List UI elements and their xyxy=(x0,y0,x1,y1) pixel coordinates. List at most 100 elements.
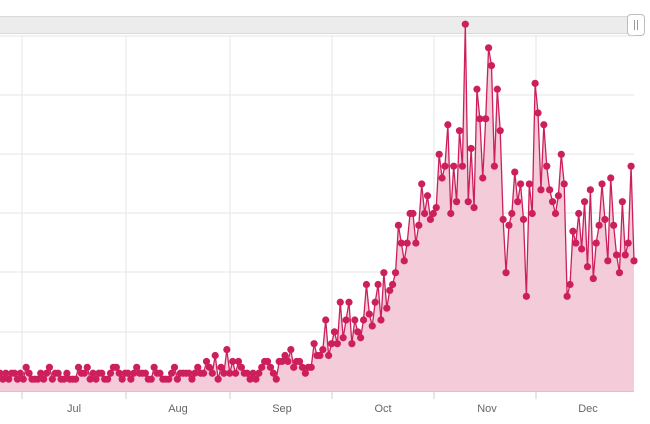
data-point-166[interactable] xyxy=(479,174,487,182)
data-point-40[interactable] xyxy=(112,363,120,371)
data-point-10[interactable] xyxy=(25,369,33,377)
data-point-66[interactable] xyxy=(188,375,196,383)
data-point-148[interactable] xyxy=(426,215,435,224)
data-point-207[interactable] xyxy=(598,180,606,188)
data-point-41[interactable] xyxy=(115,369,123,377)
data-point-60[interactable] xyxy=(170,363,179,371)
data-point-195[interactable] xyxy=(563,292,571,300)
data-point-116[interactable] xyxy=(333,340,341,348)
data-point-13[interactable] xyxy=(34,375,42,383)
data-point-183[interactable] xyxy=(528,209,536,218)
data-point-185[interactable] xyxy=(534,109,542,117)
data-point-135[interactable] xyxy=(389,280,397,289)
data-point-58[interactable] xyxy=(165,375,173,383)
data-point-170[interactable] xyxy=(490,162,498,170)
data-point-2[interactable] xyxy=(2,369,10,377)
data-point-216[interactable] xyxy=(624,239,632,247)
data-point-128[interactable] xyxy=(368,322,376,330)
data-point-179[interactable] xyxy=(516,180,525,188)
data-point-76[interactable] xyxy=(217,363,225,371)
data-point-33[interactable] xyxy=(92,375,100,383)
data-point-169[interactable] xyxy=(487,61,496,70)
data-point-143[interactable] xyxy=(412,239,420,247)
data-point-87[interactable] xyxy=(249,369,257,377)
data-point-79[interactable] xyxy=(226,369,234,377)
data-point-29[interactable] xyxy=(80,369,88,377)
data-point-213[interactable] xyxy=(615,269,624,277)
data-point-211[interactable] xyxy=(610,221,618,229)
data-point-138[interactable] xyxy=(397,239,405,247)
data-point-111[interactable] xyxy=(319,345,327,354)
data-point-80[interactable] xyxy=(229,357,237,366)
data-point-53[interactable] xyxy=(150,363,158,371)
data-point-214[interactable] xyxy=(618,198,626,206)
data-point-89[interactable] xyxy=(255,369,263,377)
data-point-187[interactable] xyxy=(540,121,548,129)
data-point-206[interactable] xyxy=(595,221,603,229)
data-point-112[interactable] xyxy=(322,316,330,324)
data-point-17[interactable] xyxy=(45,363,54,371)
data-point-30[interactable] xyxy=(83,363,91,371)
data-point-153[interactable] xyxy=(441,162,449,170)
data-point-129[interactable] xyxy=(371,298,379,306)
data-point-125[interactable] xyxy=(359,316,368,324)
data-point-174[interactable] xyxy=(502,269,510,277)
data-point-107[interactable] xyxy=(307,363,315,371)
data-point-46[interactable] xyxy=(130,369,138,377)
data-point-103[interactable] xyxy=(295,357,304,366)
data-point-113[interactable] xyxy=(325,351,333,360)
data-point-131[interactable] xyxy=(377,316,385,324)
data-point-173[interactable] xyxy=(499,215,507,224)
data-point-123[interactable] xyxy=(354,328,362,336)
data-point-217[interactable] xyxy=(627,162,635,170)
data-point-177[interactable] xyxy=(511,168,519,176)
data-point-105[interactable] xyxy=(301,369,309,377)
data-point-175[interactable] xyxy=(505,221,513,229)
data-point-38[interactable] xyxy=(106,369,115,377)
data-point-127[interactable] xyxy=(365,310,373,318)
scroll-handle-icon[interactable] xyxy=(627,14,645,36)
data-point-192[interactable] xyxy=(554,192,562,200)
data-point-186[interactable] xyxy=(537,186,545,194)
data-point-163[interactable] xyxy=(470,203,478,212)
data-point-65[interactable] xyxy=(185,369,193,377)
data-point-181[interactable] xyxy=(522,292,530,300)
data-point-15[interactable] xyxy=(40,375,48,383)
data-point-201[interactable] xyxy=(580,198,589,206)
data-point-20[interactable] xyxy=(54,369,62,377)
data-point-140[interactable] xyxy=(403,239,411,247)
data-point-190[interactable] xyxy=(548,198,557,206)
data-point-72[interactable] xyxy=(205,363,213,371)
data-point-157[interactable] xyxy=(453,198,461,206)
data-point-133[interactable] xyxy=(383,304,391,312)
data-point-26[interactable] xyxy=(72,375,80,383)
data-point-95[interactable] xyxy=(272,375,280,383)
data-point-132[interactable] xyxy=(380,269,388,277)
data-point-199[interactable] xyxy=(575,209,583,218)
data-point-136[interactable] xyxy=(391,269,400,277)
data-point-171[interactable] xyxy=(493,85,501,93)
data-point-197[interactable] xyxy=(569,227,577,235)
data-point-124[interactable] xyxy=(357,334,365,342)
data-point-18[interactable] xyxy=(48,375,56,383)
data-point-82[interactable] xyxy=(234,357,243,366)
data-point-115[interactable] xyxy=(330,328,339,336)
data-point-130[interactable] xyxy=(374,280,382,289)
data-point-162[interactable] xyxy=(467,144,475,153)
data-point-100[interactable] xyxy=(287,345,295,354)
data-point-142[interactable] xyxy=(409,209,417,218)
data-point-200[interactable] xyxy=(578,245,586,253)
data-point-75[interactable] xyxy=(214,375,222,383)
data-point-99[interactable] xyxy=(284,357,292,366)
data-point-68[interactable] xyxy=(194,363,202,371)
data-point-159[interactable] xyxy=(458,162,467,170)
data-point-154[interactable] xyxy=(444,121,452,129)
data-point-9[interactable] xyxy=(22,363,30,371)
data-point-150[interactable] xyxy=(432,203,440,212)
data-point-55[interactable] xyxy=(156,369,164,377)
data-point-165[interactable] xyxy=(476,115,484,123)
data-point-184[interactable] xyxy=(531,79,539,87)
data-point-210[interactable] xyxy=(607,174,615,182)
data-point-59[interactable] xyxy=(167,369,176,377)
data-point-215[interactable] xyxy=(621,251,629,259)
